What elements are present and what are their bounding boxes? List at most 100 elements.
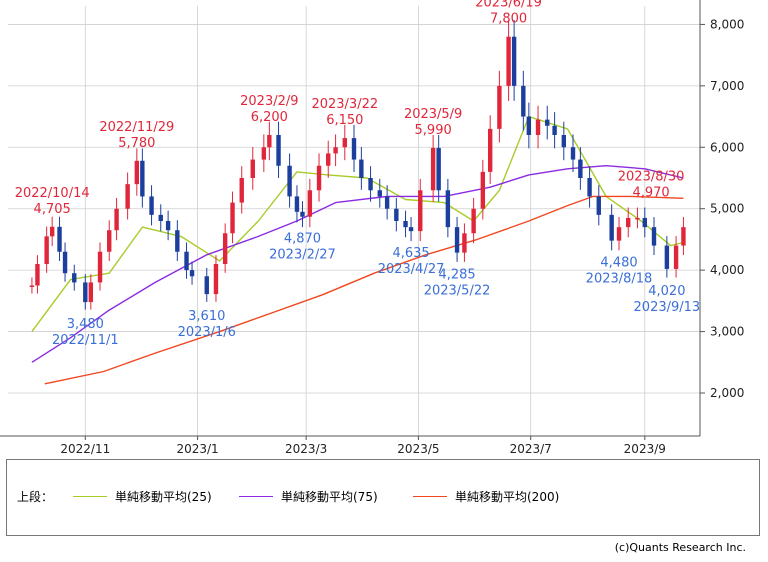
grid-lines — [8, 6, 700, 436]
candle-body — [651, 227, 657, 246]
candle-body — [222, 233, 228, 264]
high-annotation-date: 2023/6/19 — [475, 0, 542, 11]
candle-body — [681, 227, 686, 246]
candle-body — [403, 221, 408, 228]
candle-body — [445, 190, 451, 228]
candle-body — [552, 125, 557, 135]
y-tick-label: 4,000 — [710, 263, 744, 277]
candle-body — [506, 36, 511, 86]
y-tick-label: 6,000 — [710, 140, 744, 154]
low-annotation-value: 3,610 — [188, 309, 225, 324]
candle-body — [276, 135, 281, 166]
candle-body — [342, 138, 347, 148]
legend-box: 上段： 単純移動平均(25) 単純移動平均(75) 単純移動平均(200) — [6, 459, 760, 536]
candle-body — [418, 190, 423, 232]
x-tick-label: 2022/11 — [60, 442, 110, 456]
candle-body — [307, 190, 313, 217]
high-annotation-value: 4,970 — [632, 186, 669, 201]
candle-body — [230, 202, 235, 234]
high-annotation-date: 2023/5/9 — [404, 107, 462, 122]
candle-body — [616, 227, 622, 241]
candle-body — [333, 147, 338, 154]
y-tick-label: 5,000 — [710, 202, 744, 216]
candle-body — [430, 147, 436, 191]
candle-body — [526, 116, 532, 135]
candle-body — [521, 85, 526, 117]
candle-body — [44, 236, 49, 264]
legend-item-ma25: 単純移動平均(25) — [73, 488, 212, 505]
ma25-line — [31, 115, 684, 333]
candle-body — [535, 119, 541, 135]
ma75-line — [31, 165, 684, 363]
x-tick-label: 2023/9 — [624, 442, 666, 456]
candle-body — [83, 282, 88, 303]
candle-body — [480, 171, 486, 209]
candle-body — [114, 208, 119, 231]
candle-body — [287, 165, 292, 197]
candle-body — [609, 214, 614, 241]
candle-body — [149, 196, 154, 215]
moving-average-lines — [31, 115, 684, 385]
candle-body — [561, 135, 567, 148]
candle-body — [570, 147, 576, 160]
low-annotation-date: 2023/2/27 — [269, 248, 336, 263]
high-annotation-value: 5,990 — [415, 123, 452, 138]
low-annotation-value: 4,285 — [438, 268, 475, 283]
legend-label-ma75: 単純移動平均(75) — [281, 490, 378, 504]
low-annotation-value: 4,020 — [648, 284, 685, 299]
candle-body — [175, 230, 180, 252]
high-annotation-value: 6,200 — [251, 110, 288, 125]
legend-label-ma25: 単純移動平均(25) — [115, 490, 212, 504]
high-annotation-value: 5,780 — [118, 136, 155, 151]
candle-body — [394, 208, 399, 221]
candle-body — [184, 251, 189, 271]
legend-item-ma75: 単純移動平均(75) — [239, 488, 378, 505]
candle-body — [626, 217, 631, 228]
candle-body — [487, 128, 493, 172]
high-annotation-date: 2023/8/30 — [618, 170, 685, 185]
stock-price-chart: 2022/10/144,7052022/11/295,7802023/2/96,… — [0, 0, 744, 456]
high-low-annotations: 2022/10/144,7052022/11/295,7802023/2/96,… — [15, 0, 701, 348]
candle-body — [300, 211, 305, 217]
candle-body — [587, 178, 592, 197]
candle-body — [97, 251, 103, 283]
candle-body — [497, 85, 502, 129]
low-annotation-date: 2023/9/13 — [634, 300, 701, 315]
x-tick-label: 2023/7 — [510, 442, 552, 456]
legend-item-ma200: 単純移動平均(200) — [413, 488, 559, 505]
candle-body — [57, 226, 62, 252]
candle-body — [664, 245, 670, 269]
candle-body — [134, 160, 140, 185]
candle-body — [72, 273, 77, 283]
high-annotation-date: 2023/2/9 — [240, 94, 298, 109]
candle-body — [239, 178, 244, 203]
candle-body — [49, 226, 55, 237]
low-annotation-date: 2022/11/1 — [52, 333, 119, 348]
candle-body — [359, 159, 364, 178]
candle-body — [204, 276, 209, 295]
candle-body — [578, 159, 583, 178]
high-annotation-date: 2022/10/14 — [15, 186, 90, 201]
candle-body — [189, 270, 195, 277]
legend-swatch-ma200 — [413, 496, 447, 497]
candle-body — [140, 160, 145, 197]
low-annotation-date: 2023/1/6 — [178, 325, 236, 340]
high-annotation-date: 2022/11/29 — [99, 120, 174, 135]
candle-body — [454, 227, 460, 253]
candle-body — [35, 264, 40, 286]
legend-label-ma200: 単純移動平均(200) — [455, 490, 560, 504]
copyright-text: (c)Quants Research Inc. — [614, 541, 746, 554]
low-annotation-value: 4,870 — [284, 232, 321, 247]
low-annotation-value: 4,635 — [392, 246, 429, 261]
y-tick-label: 3,000 — [710, 325, 744, 339]
y-tick-label: 2,000 — [710, 386, 744, 400]
low-annotation-value: 4,480 — [600, 256, 637, 271]
candle-body — [62, 251, 68, 274]
candle-body — [408, 227, 414, 232]
y-tick-label: 7,000 — [710, 79, 744, 93]
candle-body — [545, 119, 550, 126]
candle-body — [673, 245, 679, 269]
x-tick-label: 2023/3 — [285, 442, 327, 456]
chart-axes: 2,0003,0004,0005,0006,0007,0008,0002022/… — [0, 0, 744, 456]
high-annotation-value: 7,800 — [490, 12, 527, 27]
